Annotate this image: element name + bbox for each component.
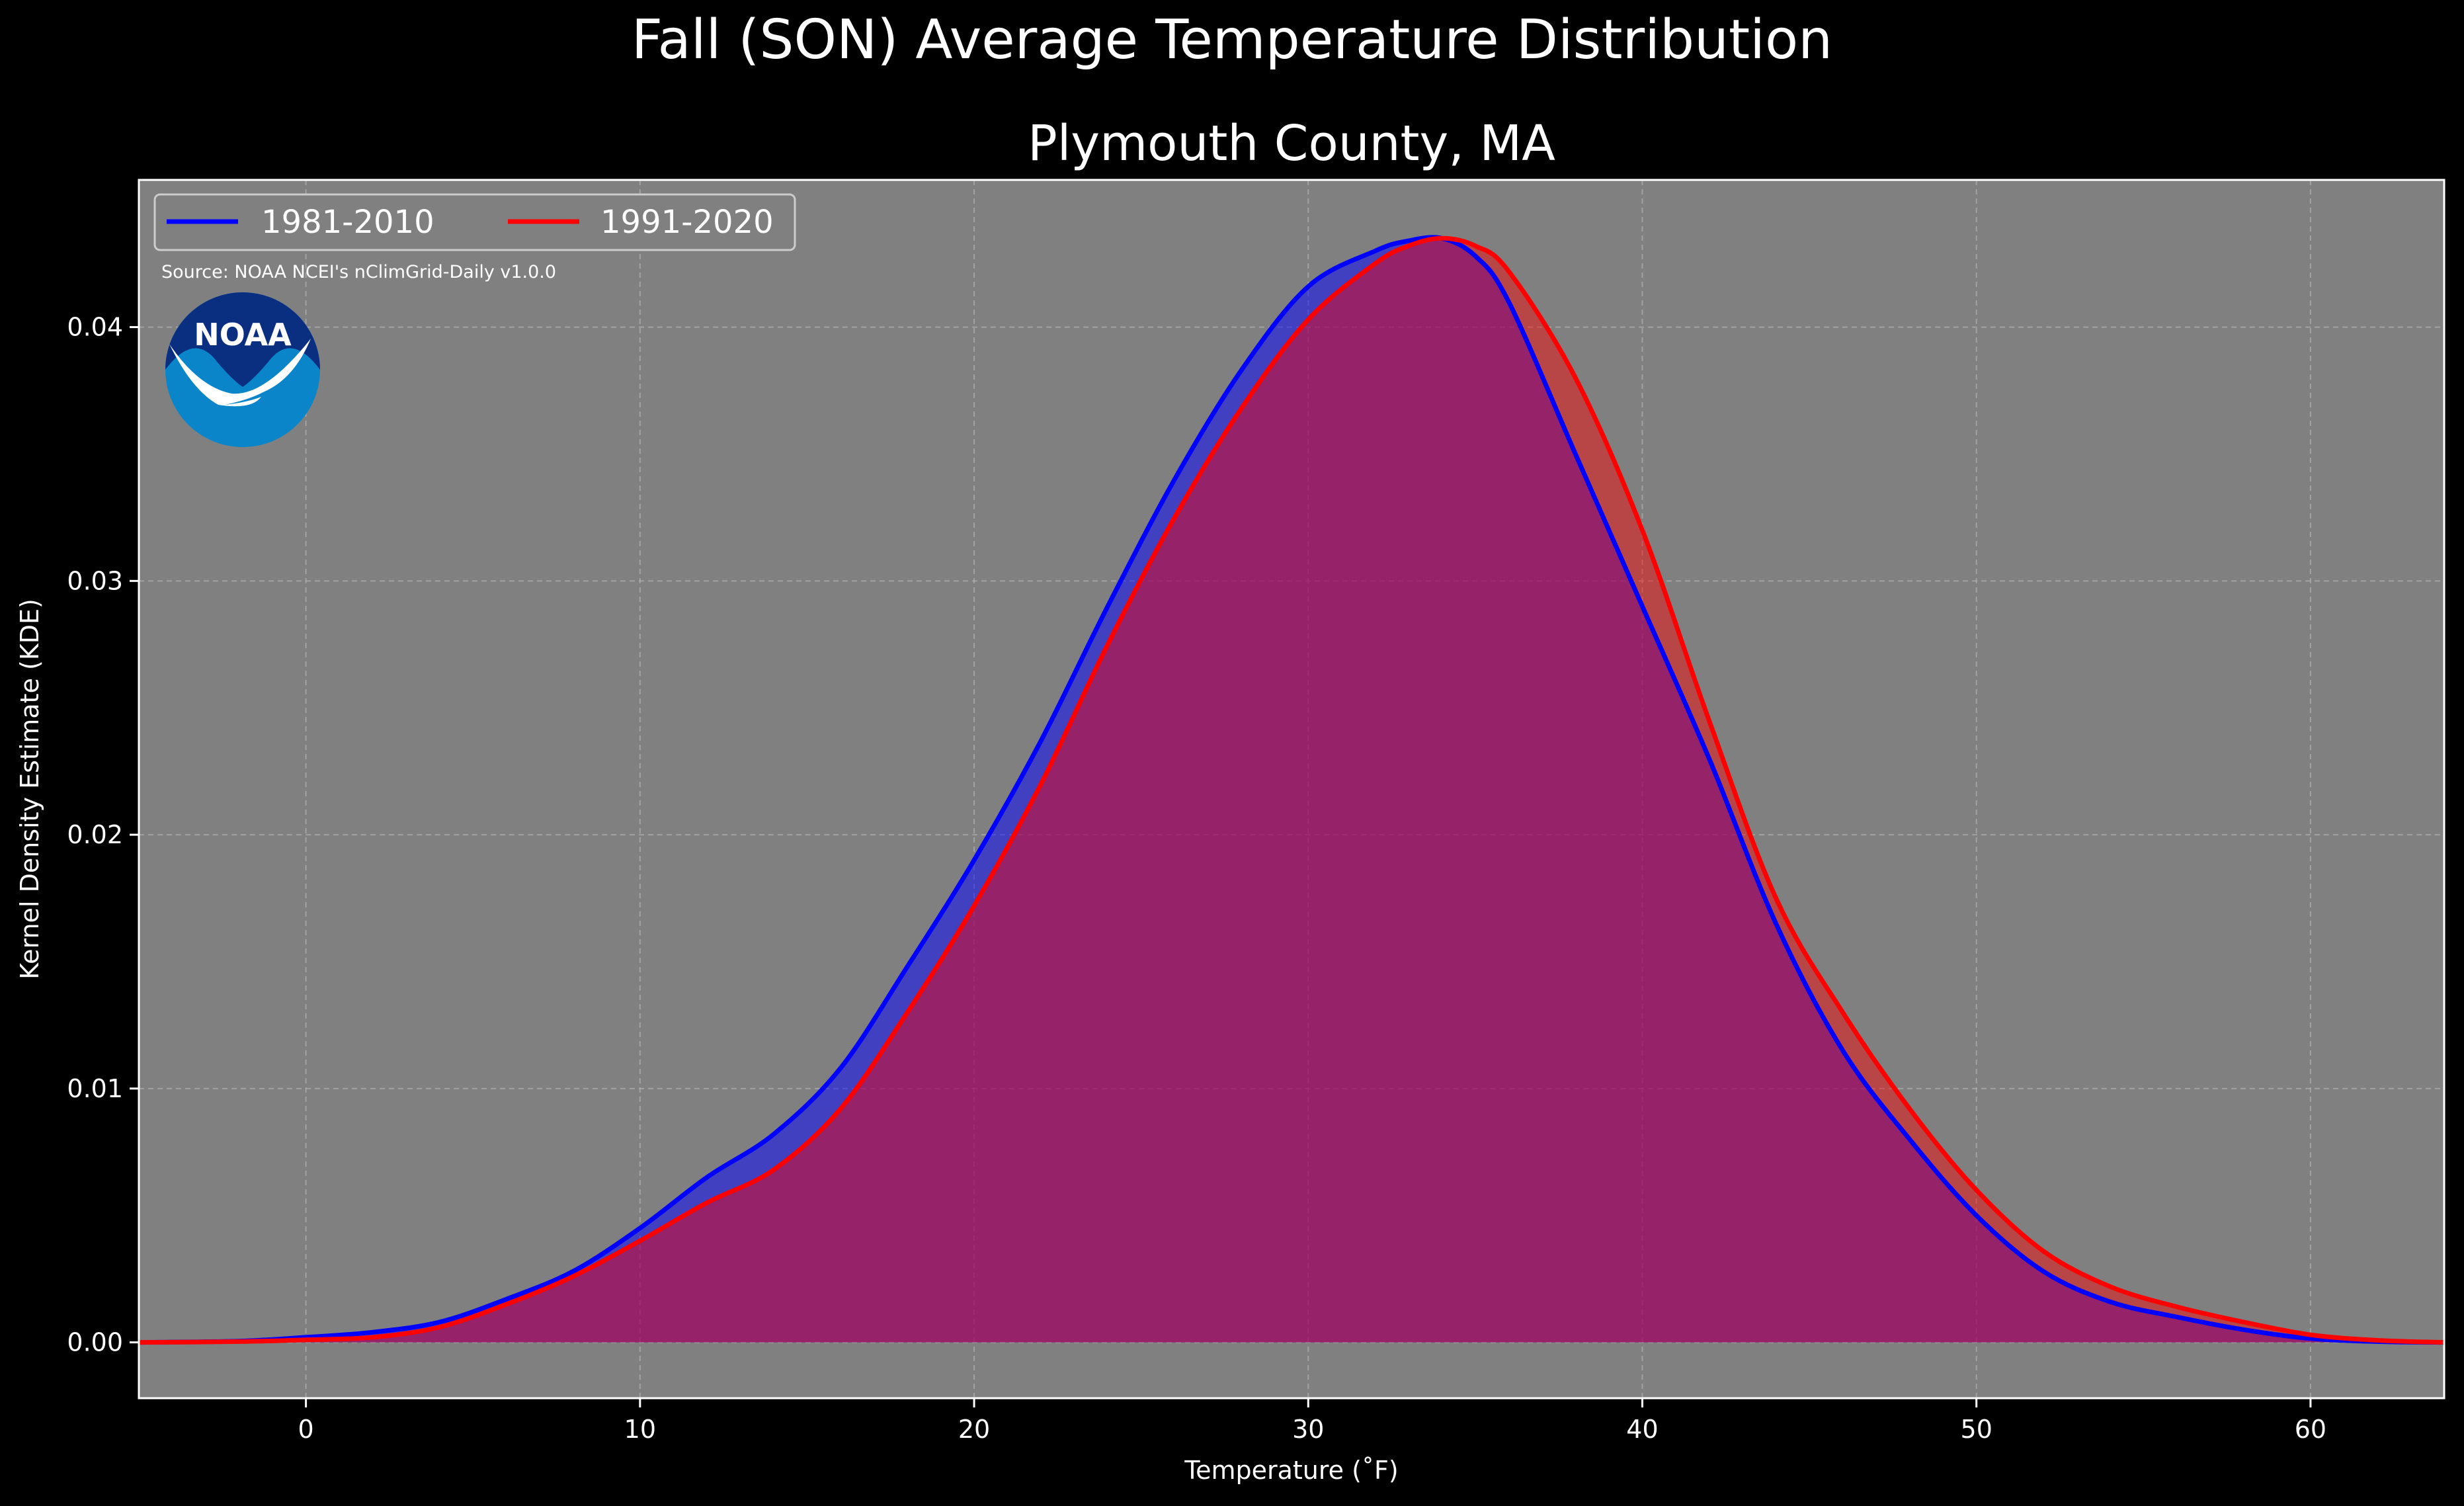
area-1991-2020 [139, 238, 2444, 1343]
x-tick-label: 40 [1626, 1415, 1658, 1444]
y-tick-label: 0.00 [67, 1328, 123, 1357]
legend-label-1991-2020: 1991-2020 [600, 204, 774, 241]
noaa-logo-gull-icon [169, 339, 311, 407]
legend: 1981-2010 1991-2020 [153, 193, 796, 251]
x-tick-label: 50 [1961, 1415, 1992, 1444]
chart-subtitle: Plymouth County, MA [1028, 115, 1555, 172]
area-1981-2010 [139, 237, 2444, 1343]
x-tick-label: 10 [624, 1415, 656, 1444]
plot-frame [138, 179, 2445, 1400]
legend-box [153, 193, 796, 251]
x-tick-label: 30 [1292, 1415, 1324, 1444]
noaa-logo-text: NOAA [194, 317, 292, 353]
noaa-logo-upper [165, 292, 320, 387]
y-tick-label: 0.03 [67, 566, 123, 595]
y-tick-label: 0.02 [67, 820, 123, 849]
legend-label-1981-2010: 1981-2010 [261, 204, 434, 241]
chart-title: Fall (SON) Average Temperature Distribut… [632, 9, 1832, 71]
y-tick-label: 0.01 [67, 1074, 123, 1103]
noaa-logo: NOAA [165, 292, 320, 447]
line-1981-2010 [138, 235, 2445, 1345]
x-tick-label: 0 [298, 1415, 314, 1444]
x-tick-label: 20 [958, 1415, 990, 1444]
series-layer [138, 235, 2445, 1345]
y-axis-label: Kernel Density Estimate (KDE) [15, 599, 44, 980]
line-1991-2020 [138, 235, 2445, 1345]
tick-layer: 0 10 20 30 40 50 60 0.00 0.01 0.02 0.03 0.04 [67, 313, 2326, 1444]
x-tick-label: 60 [2295, 1415, 2326, 1444]
source-note: Source: NOAA NCEI's nClimGrid-Daily v1.0… [161, 262, 556, 282]
x-axis-label: Temperature (˚F) [1184, 1456, 1398, 1485]
y-tick-label: 0.04 [67, 313, 123, 342]
